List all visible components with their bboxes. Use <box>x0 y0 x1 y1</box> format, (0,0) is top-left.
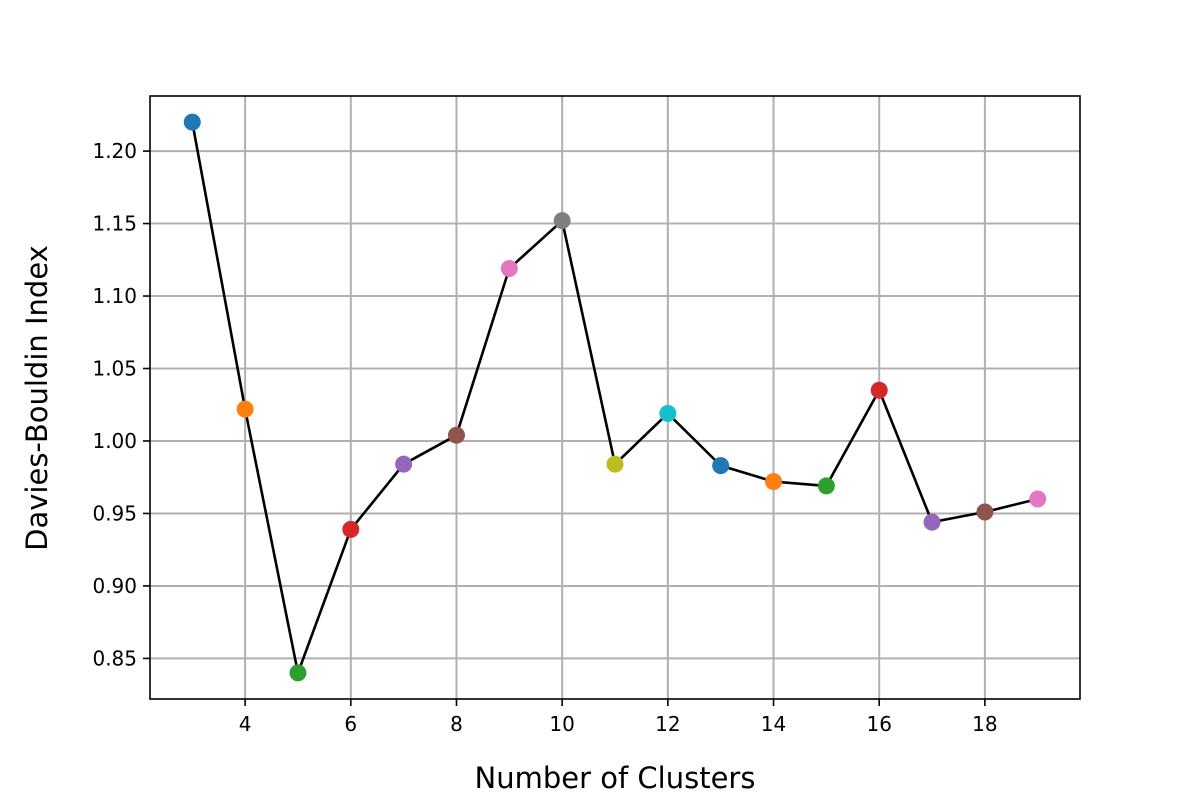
y-tick-label: 1.20 <box>92 139 137 163</box>
x-tick-label: 18 <box>972 712 997 736</box>
x-tick-label: 14 <box>761 712 786 736</box>
data-point <box>342 520 360 538</box>
data-point <box>500 259 518 277</box>
data-point <box>606 455 624 473</box>
plot-area-frame <box>149 95 1081 700</box>
data-points <box>183 113 1047 682</box>
y-tick-label: 1.00 <box>92 429 137 453</box>
data-point <box>817 477 835 495</box>
x-tick-label: 16 <box>866 712 891 736</box>
y-tick-label: 1.15 <box>92 212 137 236</box>
y-tick-label: 0.90 <box>92 574 137 598</box>
data-point <box>976 503 994 521</box>
x-tick-label: 4 <box>239 712 252 736</box>
x-tick-label: 10 <box>549 712 574 736</box>
y-tick-label: 1.10 <box>92 284 137 308</box>
x-tick-label: 6 <box>344 712 357 736</box>
x-axis-label: Number of Clusters <box>475 761 756 795</box>
data-point <box>659 404 677 422</box>
data-point <box>765 473 783 491</box>
data-point <box>236 400 254 418</box>
grid <box>150 96 1080 699</box>
x-tick-label: 12 <box>655 712 680 736</box>
data-point <box>395 455 413 473</box>
data-point <box>183 113 201 131</box>
y-axis-label: Davies-Bouldin Index <box>20 245 54 551</box>
data-point <box>447 426 465 444</box>
data-point <box>289 664 307 682</box>
y-tick-label: 1.05 <box>92 357 137 381</box>
data-point <box>870 381 888 399</box>
y-tick-label: 0.85 <box>92 646 137 670</box>
y-tick-label: 0.95 <box>92 501 137 525</box>
data-point <box>712 457 730 475</box>
data-point <box>1029 490 1047 508</box>
plot-frame <box>149 95 1081 700</box>
data-point <box>553 212 571 230</box>
data-point <box>923 513 941 531</box>
axis-ticks: 4 6 8 10 12 14 16 18 0.85 0.90 0.95 1.00 1.05 1.10 1.1… <box>92 139 997 736</box>
x-tick-label: 8 <box>450 712 463 736</box>
